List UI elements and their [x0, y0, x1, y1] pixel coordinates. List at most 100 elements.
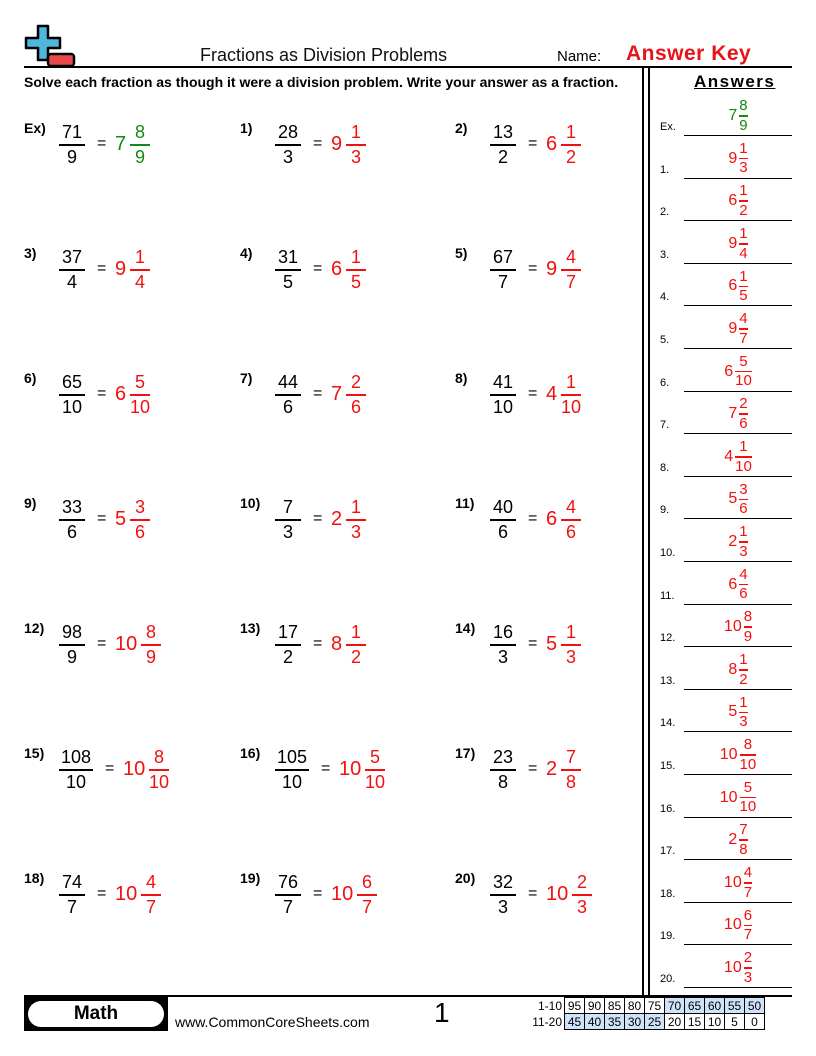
- answer-denominator: 6: [134, 521, 145, 542]
- answer-denominator: 6: [565, 521, 576, 542]
- answer-numerator: 1: [350, 247, 361, 267]
- problem: 18) 74 7 = 10 4 7: [24, 870, 224, 930]
- numerator: 7: [282, 497, 293, 517]
- problem-label: 13): [240, 620, 261, 636]
- problem-fraction: 76 7: [275, 872, 301, 918]
- answer-numerator: 2: [350, 372, 361, 392]
- answer-denominator: 9: [134, 146, 145, 167]
- problem: 1) 28 3 = 9 1 3: [240, 120, 440, 180]
- fraction-bar: [743, 626, 753, 628]
- answer-numerator: 8: [743, 736, 753, 754]
- worksheet-title: Fractions as Division Problems: [200, 45, 448, 65]
- answer-numerator: 8: [154, 747, 165, 767]
- problem-label: 19): [240, 870, 261, 886]
- answer-numerator: 5: [135, 372, 146, 392]
- problem: 16) 105 10 = 10 5 10: [240, 745, 440, 805]
- plus-minus-logo-icon: [24, 24, 76, 68]
- answer-denominator: 4: [134, 271, 145, 292]
- answer-entry: 10 6 7: [684, 907, 792, 943]
- answer-denominator: 6: [739, 500, 748, 518]
- numerator: 37: [61, 247, 83, 267]
- problem: 8) 41 10 = 4 1 10: [455, 370, 655, 430]
- equals-sign: =: [528, 635, 538, 652]
- answer-whole: 10: [719, 788, 738, 806]
- answer-numerator: 1: [739, 523, 748, 541]
- answer-whole: 10: [339, 758, 362, 780]
- problem-fraction: 31 5: [275, 247, 301, 293]
- answer-denominator: 7: [743, 926, 753, 944]
- equals-sign: =: [97, 260, 107, 277]
- answer-whole: 7: [331, 383, 343, 405]
- answer-denominator: 6: [350, 396, 361, 417]
- answer-label: 2.: [660, 206, 670, 219]
- subject-label: Math: [28, 1001, 164, 1027]
- fraction-bar: [141, 894, 161, 896]
- score-cell: 0: [744, 1013, 765, 1030]
- denominator: 7: [282, 896, 293, 917]
- answer-line: [684, 731, 792, 733]
- numerator: 71: [61, 122, 83, 142]
- problem: 4) 31 5 = 6 1 5: [240, 245, 440, 305]
- denominator: 10: [61, 396, 83, 417]
- answer-numerator: 4: [565, 247, 576, 267]
- equals-sign: =: [321, 760, 331, 777]
- fraction-bar: [739, 243, 748, 245]
- fraction-bar: [59, 394, 85, 396]
- answer-label: 12.: [660, 632, 676, 645]
- fraction-bar: [59, 519, 85, 521]
- problem-fraction: 65 10: [59, 372, 85, 418]
- fraction-bar: [739, 669, 748, 671]
- equals-sign: =: [313, 635, 323, 652]
- answer-numerator: 3: [739, 480, 748, 498]
- fraction-bar: [141, 644, 161, 646]
- answer-denominator: 9: [739, 116, 748, 134]
- answer-whole: 10: [331, 883, 354, 905]
- problem-fraction: 23 8: [490, 747, 516, 793]
- problem-fraction: 41 10: [490, 372, 516, 418]
- answer-denominator: 8: [565, 771, 576, 792]
- answer-denominator: 5: [739, 287, 748, 305]
- answer-whole: 4: [724, 447, 734, 465]
- answer-denominator: 10: [739, 755, 757, 773]
- answer-numerator: 1: [565, 622, 576, 642]
- answer-numerator: 7: [565, 747, 576, 767]
- answer-label: 13.: [660, 674, 676, 687]
- equals-sign: =: [97, 385, 107, 402]
- denominator: 9: [66, 146, 77, 167]
- answer-denominator: 6: [739, 414, 748, 432]
- answer-fraction: 8 10: [739, 736, 757, 773]
- fraction-bar: [346, 394, 366, 396]
- footer-divider: [24, 995, 792, 997]
- fraction-bar: [346, 519, 366, 521]
- answer-whole: 2: [728, 533, 738, 550]
- fraction-bar: [743, 924, 753, 927]
- answer-entry: 10 8 9: [684, 609, 792, 645]
- score-cell: 5: [724, 1013, 745, 1030]
- fraction-bar: [739, 413, 748, 415]
- answer-label: 18.: [660, 887, 676, 900]
- problem: 3) 37 4 = 9 1 4: [24, 245, 224, 305]
- answer-denominator: 7: [145, 896, 156, 917]
- score-cell: 70: [664, 997, 685, 1014]
- answer-whole: 10: [719, 746, 738, 763]
- answer-line: [684, 646, 792, 648]
- fraction-bar: [561, 769, 581, 771]
- numerator: 44: [277, 372, 299, 392]
- denominator: 5: [282, 271, 293, 292]
- fraction-bar: [739, 157, 748, 160]
- fraction-bar: [357, 894, 377, 896]
- answer-denominator: 5: [350, 271, 361, 292]
- denominator: 10: [492, 396, 514, 417]
- name-value: Answer Key: [626, 42, 752, 65]
- problem: 5) 67 7 = 9 4 7: [455, 245, 655, 305]
